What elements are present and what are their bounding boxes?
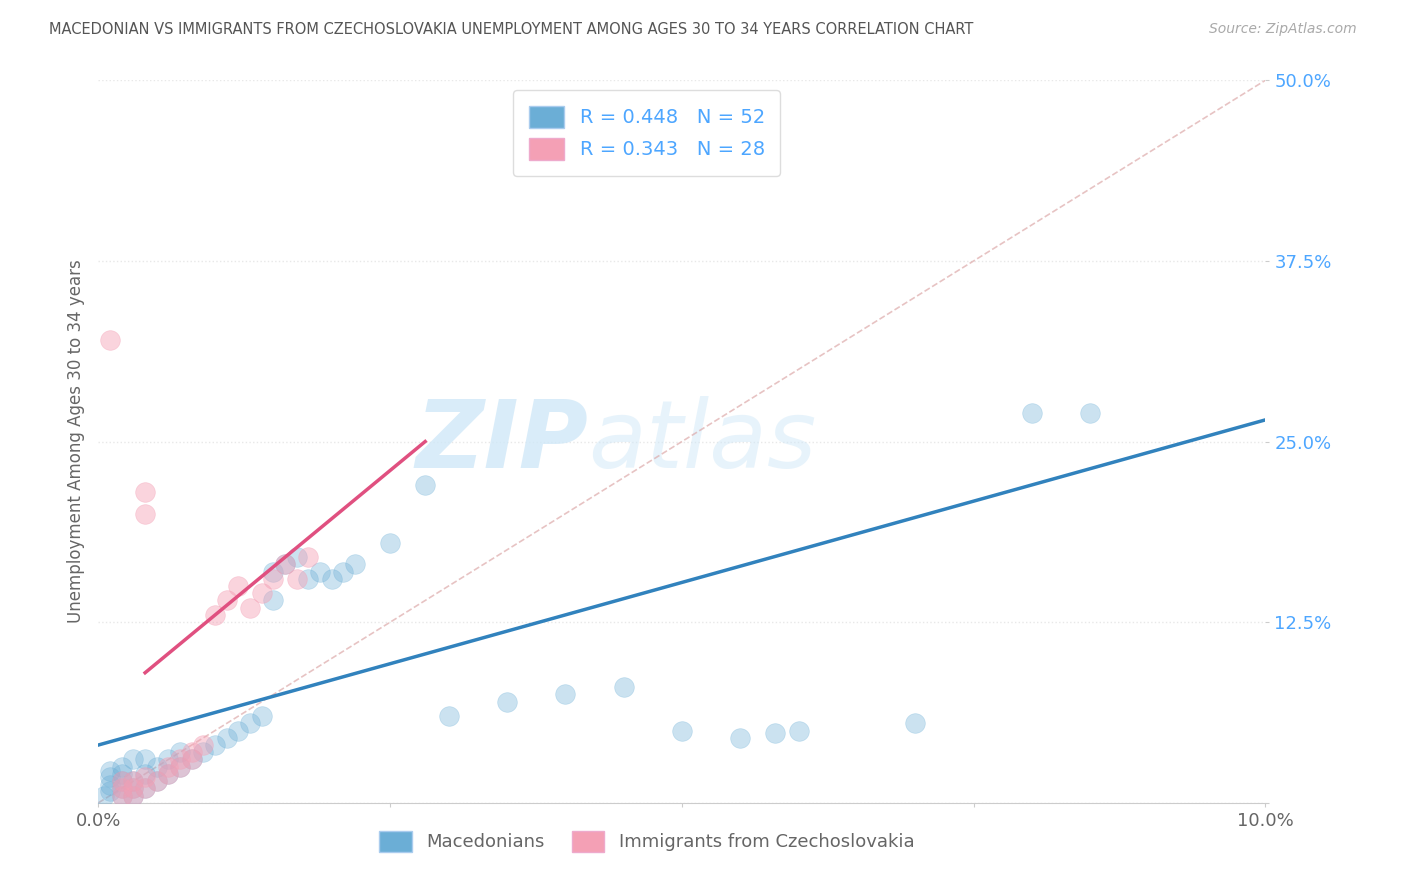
Point <box>180 752 202 766</box>
Point <box>250 586 273 600</box>
Point <box>1021 406 1043 420</box>
Point <box>157 760 180 774</box>
Legend: Macedonians, Immigrants from Czechoslovakia: Macedonians, Immigrants from Czechoslova… <box>373 823 921 859</box>
Point <box>193 738 215 752</box>
Text: atlas: atlas <box>589 396 817 487</box>
Point <box>344 558 367 572</box>
Point <box>134 770 156 784</box>
Point <box>180 745 202 759</box>
Point <box>122 774 145 789</box>
Point <box>134 485 156 500</box>
Point <box>437 709 460 723</box>
Point <box>169 760 191 774</box>
Point <box>321 572 343 586</box>
Point <box>228 723 250 738</box>
Point <box>169 760 191 774</box>
Point <box>787 723 810 738</box>
Point <box>193 745 215 759</box>
Point <box>98 784 121 798</box>
Point <box>93 789 115 803</box>
Point <box>122 781 145 796</box>
Point <box>285 550 308 565</box>
Point <box>262 565 284 579</box>
Point <box>157 752 180 766</box>
Point <box>239 600 262 615</box>
Point <box>98 764 121 778</box>
Point <box>111 789 134 803</box>
Point <box>122 781 145 796</box>
Point <box>111 774 134 789</box>
Point <box>111 789 134 803</box>
Point <box>730 731 752 745</box>
Point <box>285 572 308 586</box>
Point <box>297 572 319 586</box>
Point <box>122 752 145 766</box>
Point <box>157 767 180 781</box>
Point <box>134 752 156 766</box>
Point <box>262 593 284 607</box>
Point <box>274 558 297 572</box>
Text: Source: ZipAtlas.com: Source: ZipAtlas.com <box>1209 22 1357 37</box>
Point <box>228 579 250 593</box>
Point <box>239 716 262 731</box>
Point <box>309 565 332 579</box>
Point <box>250 709 273 723</box>
Point <box>332 565 354 579</box>
Point <box>98 779 121 793</box>
Point <box>215 731 238 745</box>
Point <box>111 760 134 774</box>
Point <box>122 789 145 803</box>
Point <box>380 535 402 549</box>
Point <box>554 687 576 701</box>
Point <box>169 752 191 766</box>
Point <box>204 607 226 622</box>
Y-axis label: Unemployment Among Ages 30 to 34 years: Unemployment Among Ages 30 to 34 years <box>66 260 84 624</box>
Point <box>98 770 121 784</box>
Point <box>496 695 519 709</box>
Point <box>671 723 693 738</box>
Point <box>146 760 169 774</box>
Point <box>134 507 156 521</box>
Point <box>904 716 927 731</box>
Point <box>1080 406 1102 420</box>
Text: MACEDONIAN VS IMMIGRANTS FROM CZECHOSLOVAKIA UNEMPLOYMENT AMONG AGES 30 TO 34 YE: MACEDONIAN VS IMMIGRANTS FROM CZECHOSLOV… <box>49 22 973 37</box>
Point <box>111 781 134 796</box>
Point <box>146 774 169 789</box>
Point <box>111 767 134 781</box>
Point <box>169 745 191 759</box>
Point <box>274 558 297 572</box>
Point <box>98 334 121 348</box>
Point <box>122 774 145 789</box>
Point <box>134 767 156 781</box>
Point <box>262 572 284 586</box>
Point <box>157 767 180 781</box>
Point <box>180 752 202 766</box>
Point <box>297 550 319 565</box>
Point <box>134 781 156 796</box>
Text: ZIP: ZIP <box>416 395 589 488</box>
Point <box>612 680 634 694</box>
Point <box>111 774 134 789</box>
Point <box>122 789 145 803</box>
Point <box>111 781 134 796</box>
Point <box>146 774 169 789</box>
Point <box>134 781 156 796</box>
Point <box>204 738 226 752</box>
Point <box>763 726 786 740</box>
Point <box>413 478 436 492</box>
Point <box>215 593 238 607</box>
